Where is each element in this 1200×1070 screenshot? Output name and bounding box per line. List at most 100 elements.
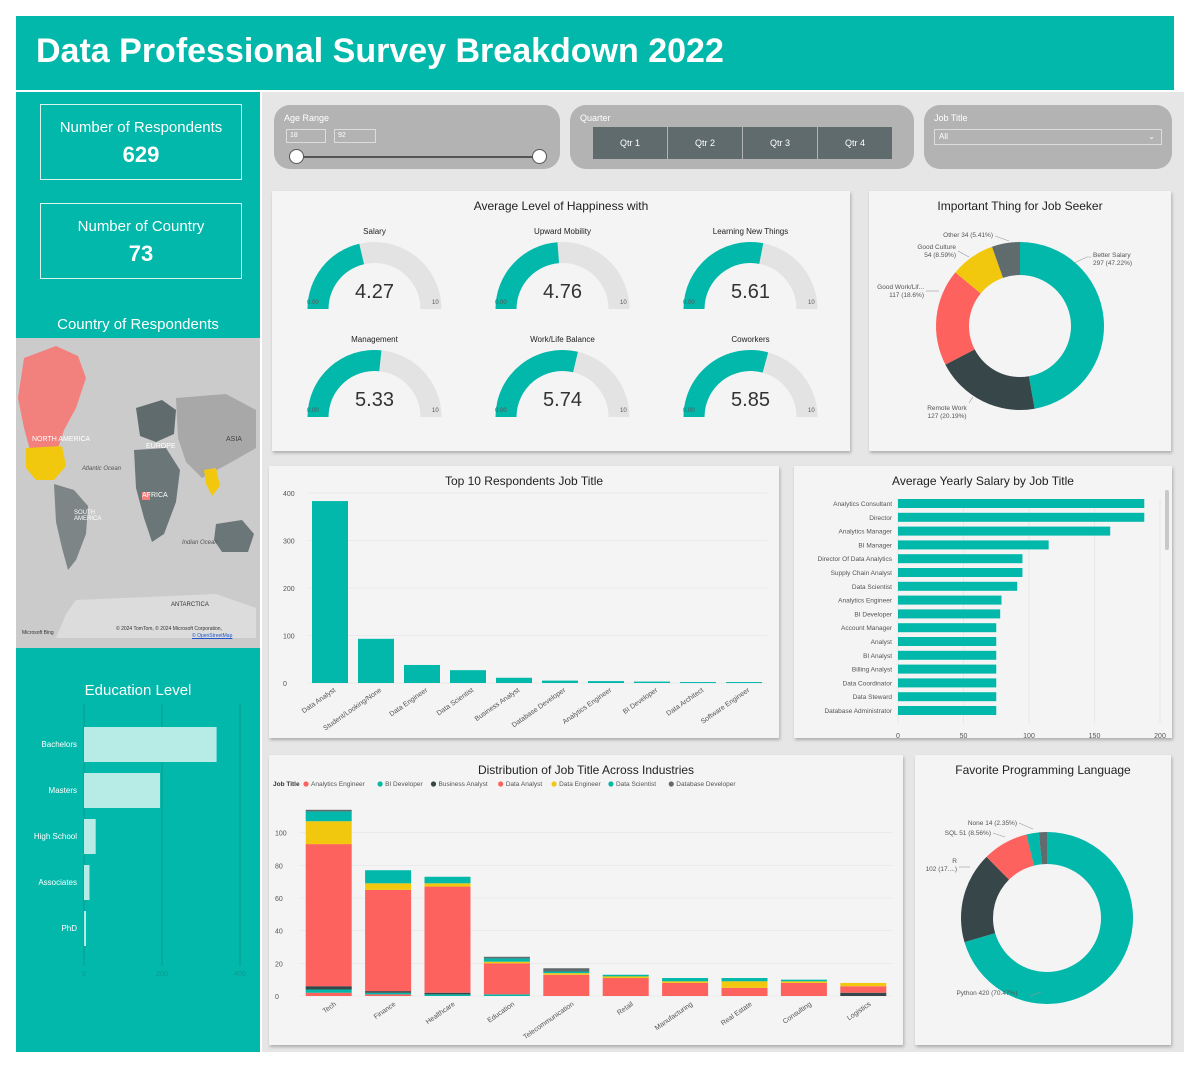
job-seeker-donut[interactable]: Better Salary 297 (47.22%) Remote Work 127 …: [869, 191, 1171, 451]
stack-segment: [483, 961, 530, 964]
stack-segment: [424, 994, 471, 996]
africa-shape: [134, 448, 180, 542]
gauge-value: 4.27: [355, 281, 394, 303]
salary-title: Average Yearly Salary by Job Title: [892, 474, 1074, 488]
bar: [898, 678, 997, 688]
donut-label: R 102 (17....): [926, 858, 958, 873]
salary-chart[interactable]: 0 50 100 150 200 Analytics Consultant Director…: [794, 466, 1172, 738]
language-title: Favorite Programming Language: [955, 763, 1131, 777]
legend-title: Job Title: [273, 781, 300, 788]
stack-segment: [780, 981, 827, 983]
job-seeker-card: Important Thing for Job Seeker Better Sa…: [869, 191, 1171, 451]
gauge-work-life-balance: Work/Life Balance 5.74 0.00 10: [475, 335, 650, 435]
gauge-max-label: 10: [808, 408, 815, 414]
legend-marker: [377, 781, 383, 787]
x-tick-label: Manufacturing: [654, 1001, 694, 1032]
stack-segment: [602, 978, 649, 996]
map-label-europe: EUROPE: [146, 443, 176, 450]
stack-segment: [721, 978, 768, 982]
stack-segment: [780, 979, 827, 982]
gauge-max-label: 10: [432, 408, 439, 414]
gauge-value: 5.61: [731, 281, 770, 303]
gauge-label: Upward Mobility: [534, 227, 591, 236]
donut-slice-r: [961, 856, 1010, 943]
quarter-button-3[interactable]: Qtr 3: [743, 127, 817, 159]
age-slider-min-handle[interactable]: [289, 149, 304, 164]
bar: [898, 595, 1002, 605]
osm-link[interactable]: © OpenStreetMap: [192, 633, 233, 639]
legend-label: Data Analyst: [506, 781, 543, 788]
country-card: Number of Country 73: [40, 203, 242, 279]
stack-segment: [305, 992, 352, 996]
x-tick-label: Data Scientist: [436, 687, 475, 718]
job-title-slicer[interactable]: Job Title All ⌄: [924, 105, 1172, 169]
y-tick-label: PhD: [61, 924, 77, 933]
country-label: Number of Country: [77, 218, 205, 235]
donut-slice-other: [992, 242, 1020, 278]
y-tick-label: 100: [275, 831, 287, 838]
bar: [898, 568, 1023, 577]
left-panel: Number of Respondents 629 Number of Coun…: [16, 92, 260, 1052]
x-tick-label: Consulting: [782, 1001, 813, 1026]
legend-marker: [303, 781, 309, 787]
y-tick-label: Analytics Engineer: [838, 598, 893, 605]
x-tick-label: 200: [1154, 733, 1166, 738]
x-tick-label: Healthcare: [425, 1001, 457, 1026]
x-tick-label: Telecommunication: [522, 1001, 575, 1041]
education-title: Education Level: [84, 682, 192, 699]
quarter-button-4[interactable]: Qtr 4: [818, 127, 892, 159]
y-tick-label: Data Coordinator: [843, 680, 893, 687]
x-tick-label: 0: [82, 971, 86, 978]
y-tick-label: Associates: [38, 878, 77, 887]
donut-label: Python 420 (70.47%): [956, 990, 1017, 997]
age-max-input[interactable]: 92: [334, 129, 376, 143]
y-tick-label: Director Of Data Analytics: [818, 556, 893, 563]
stack-segment: [840, 986, 887, 993]
quarter-slicer[interactable]: Quarter Qtr 1 Qtr 2 Qtr 3 Qtr 4: [570, 105, 914, 169]
bar: [496, 677, 532, 683]
x-tick-label: Tech: [322, 1001, 338, 1015]
stack-segment: [662, 978, 709, 982]
age-min-input[interactable]: 18: [286, 129, 326, 143]
x-tick-label: 50: [960, 733, 968, 738]
x-tick-label: Business Analyst: [474, 687, 521, 723]
bar: [84, 911, 86, 946]
bar: [898, 692, 997, 702]
industry-card: Distribution of Job Title Across Industr…: [269, 755, 903, 1045]
industry-chart[interactable]: Job Title Analytics Engineer BI Developer B…: [269, 755, 903, 1045]
quarter-button-1[interactable]: Qtr 1: [593, 127, 667, 159]
stack-segment: [780, 982, 827, 996]
x-tick-label: Real Estate: [720, 1001, 754, 1028]
salary-scrollbar[interactable]: [1165, 490, 1169, 550]
stack-segment: [662, 982, 709, 996]
x-tick-label: Finance: [373, 1001, 398, 1021]
job-title-dropdown[interactable]: All ⌄: [934, 129, 1162, 145]
top10-title: Top 10 Respondents Job Title: [444, 474, 604, 488]
europe-shape: [136, 400, 176, 442]
quarter-button-2[interactable]: Qtr 2: [668, 127, 742, 159]
australia-shape: [214, 520, 254, 552]
stack-segment: [602, 974, 649, 977]
age-range-slicer[interactable]: Age Range 18 92: [274, 105, 560, 169]
x-tick-label: 400: [234, 971, 246, 978]
legend-label: Business Analyst: [439, 781, 488, 788]
stack-segment: [365, 870, 412, 884]
bar: [404, 664, 440, 683]
stack-segment: [543, 973, 590, 975]
language-donut[interactable]: Python 420 (70.47%) R 102 (17....) SQL 51 (…: [915, 755, 1171, 1045]
legend-marker: [551, 781, 557, 787]
age-slider-max-handle[interactable]: [532, 149, 547, 164]
country-map[interactable]: NORTH AMERICA EUROPE ASIA Atlantic Ocean…: [16, 338, 260, 648]
stack-segment: [365, 889, 412, 992]
stack-segment: [840, 992, 887, 996]
y-tick-label: Analytics Consultant: [833, 501, 892, 508]
map-label-asia: ASIA: [226, 436, 242, 443]
education-chart: 0 200 400 Bachelors Masters High School Associ…: [34, 704, 246, 978]
y-tick-label: Director: [869, 515, 893, 522]
gauge-min-label: 0.00: [307, 300, 319, 306]
happiness-card: Average Level of Happiness with Salary 4.…: [272, 191, 850, 451]
legend-label: Data Scientist: [616, 781, 656, 788]
antarctica-shape: [56, 594, 256, 638]
y-tick-label: Analyst: [871, 639, 893, 646]
